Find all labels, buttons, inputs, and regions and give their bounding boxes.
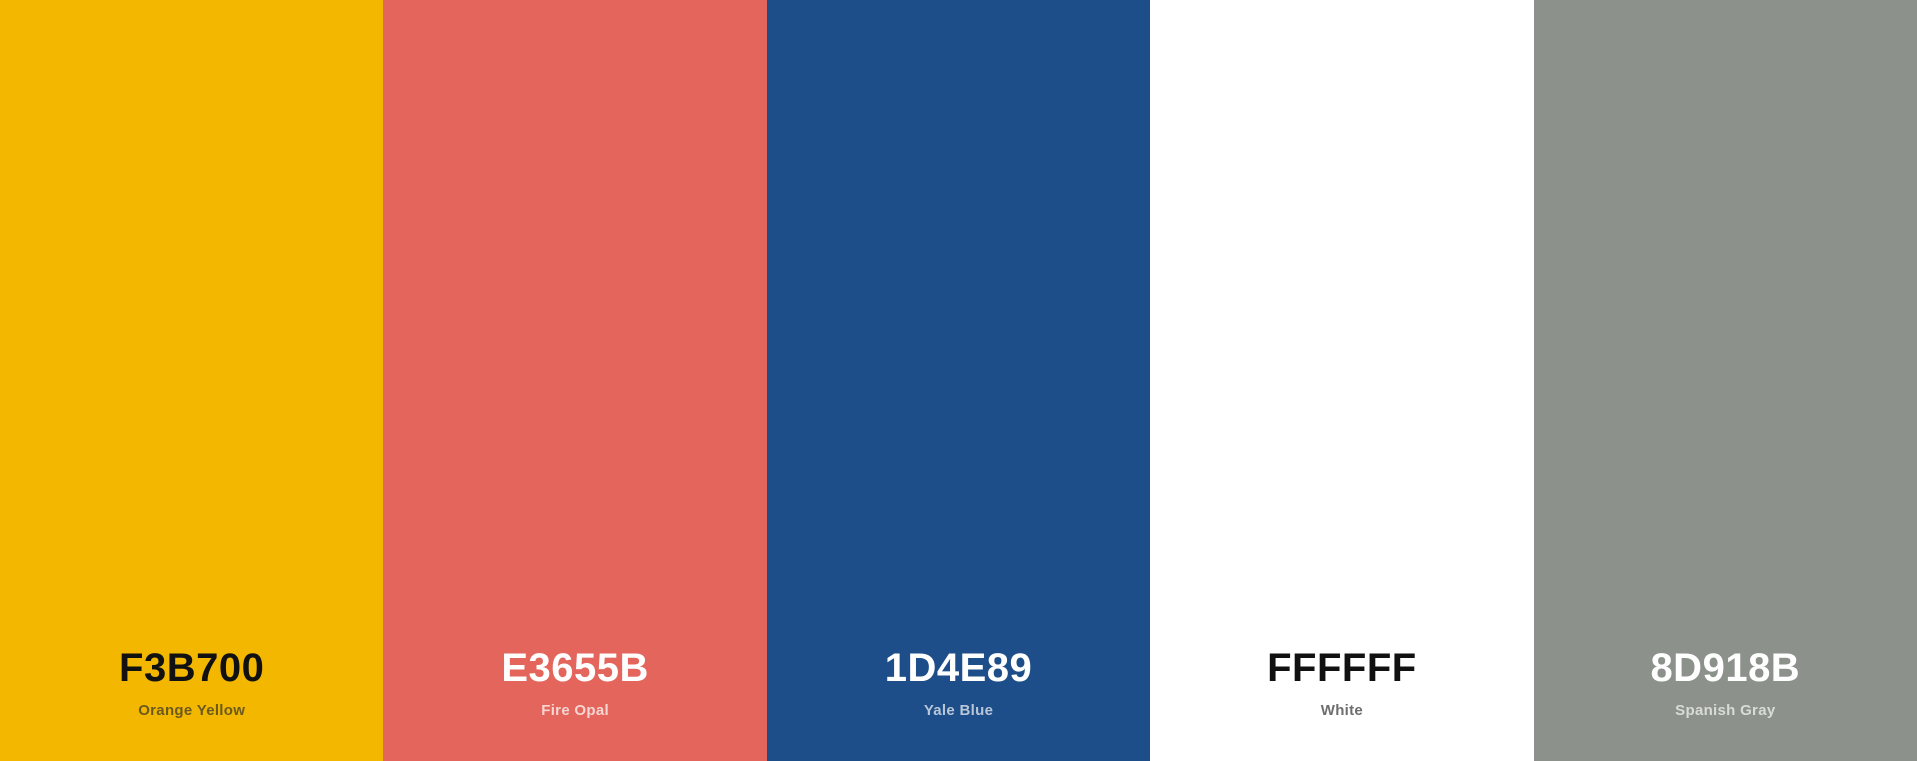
swatch-color-name: Orange Yellow [138, 702, 246, 719]
swatch-label-group: 8D918B Spanish Gray [1534, 644, 1917, 720]
swatch-color-name: White [1320, 702, 1364, 719]
swatch-hex-code: F3B700 [119, 646, 265, 690]
swatch-fire-opal[interactable]: E3655B Fire Opal [383, 0, 767, 761]
swatch-color-name: Fire Opal [541, 702, 609, 719]
swatch-hex-code: FFFFFF [1267, 646, 1417, 690]
swatch-orange-yellow[interactable]: F3B700 Orange Yellow [0, 0, 384, 761]
swatch-label-group: E3655B Fire Opal [383, 644, 766, 720]
swatch-label-group: 1D4E89 Yale Blue [767, 644, 1150, 720]
swatch-white[interactable]: FFFFFF White [1150, 0, 1534, 761]
swatch-color-name: Spanish Gray [1675, 702, 1776, 719]
swatch-hex-code: 1D4E89 [884, 646, 1033, 690]
swatch-label-group: F3B700 Orange Yellow [0, 644, 383, 720]
swatch-color-name: Yale Blue [923, 702, 994, 719]
swatch-hex-code: 8D918B [1650, 646, 1801, 690]
swatch-hex-code: E3655B [501, 646, 649, 690]
swatch-spanish-gray[interactable]: 8D918B Spanish Gray [1533, 0, 1917, 761]
swatch-yale-blue[interactable]: 1D4E89 Yale Blue [766, 0, 1151, 761]
swatch-label-group: FFFFFF White [1150, 644, 1533, 720]
